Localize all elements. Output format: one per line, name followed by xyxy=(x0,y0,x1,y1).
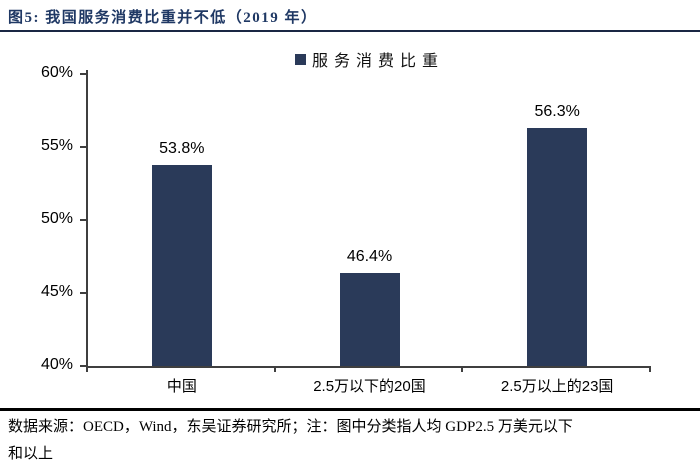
legend-label: 服务消费比重 xyxy=(311,53,444,70)
legend-marker-square xyxy=(294,53,306,65)
y-axis-tick xyxy=(80,73,86,75)
bar-chart: 40% 45% 50% 55% 60% 53.8% 中国 46.4% 2.5万以下的20国 56.… xyxy=(40,64,651,395)
title-divider xyxy=(0,30,700,32)
x-axis-tick xyxy=(461,366,464,372)
x-axis-category-label: 2.5万以上的23国 xyxy=(500,378,614,395)
figure-title: 图5: 我国服务消费比重并不低（2019 年） xyxy=(8,10,318,26)
bar xyxy=(339,272,400,366)
chart-legend: 服务消费比重 xyxy=(88,50,651,70)
bar-value-label: 56.3% xyxy=(534,103,580,121)
y-axis-tick-label: 40% xyxy=(40,356,73,373)
x-axis-category-label: 2.5万以下的20国 xyxy=(313,378,426,395)
y-axis-tick-label: 55% xyxy=(40,137,73,154)
y-axis-tick xyxy=(80,146,86,148)
x-axis-tick xyxy=(86,366,88,372)
y-axis-line xyxy=(86,70,88,366)
bar-value-label: 53.8% xyxy=(159,139,205,157)
y-axis-tick xyxy=(80,292,86,294)
source-note: 数据来源：OECD，Wind，东吴证券研究所；注：图中分类指人均 GDP2.5 … xyxy=(8,414,692,466)
y-axis-tick-label: 50% xyxy=(40,210,73,227)
y-axis-tick-label: 45% xyxy=(40,283,73,300)
x-axis-category-label: 中国 xyxy=(166,378,197,395)
y-axis-tick-label: 60% xyxy=(40,64,73,81)
footnote-divider xyxy=(0,408,700,411)
bar xyxy=(151,164,212,366)
y-axis-tick xyxy=(80,365,86,367)
x-axis-line xyxy=(86,366,651,368)
y-axis-tick xyxy=(80,219,86,221)
x-axis-tick xyxy=(273,366,276,372)
source-note-line1: 数据来源：OECD，Wind，东吴证券研究所；注：图中分类指人均 GDP2.5 … xyxy=(8,419,573,435)
bar-value-label: 46.4% xyxy=(346,247,393,265)
bar xyxy=(527,128,588,366)
x-axis-tick xyxy=(649,366,651,372)
source-note-line2: 和以上 xyxy=(8,446,54,462)
